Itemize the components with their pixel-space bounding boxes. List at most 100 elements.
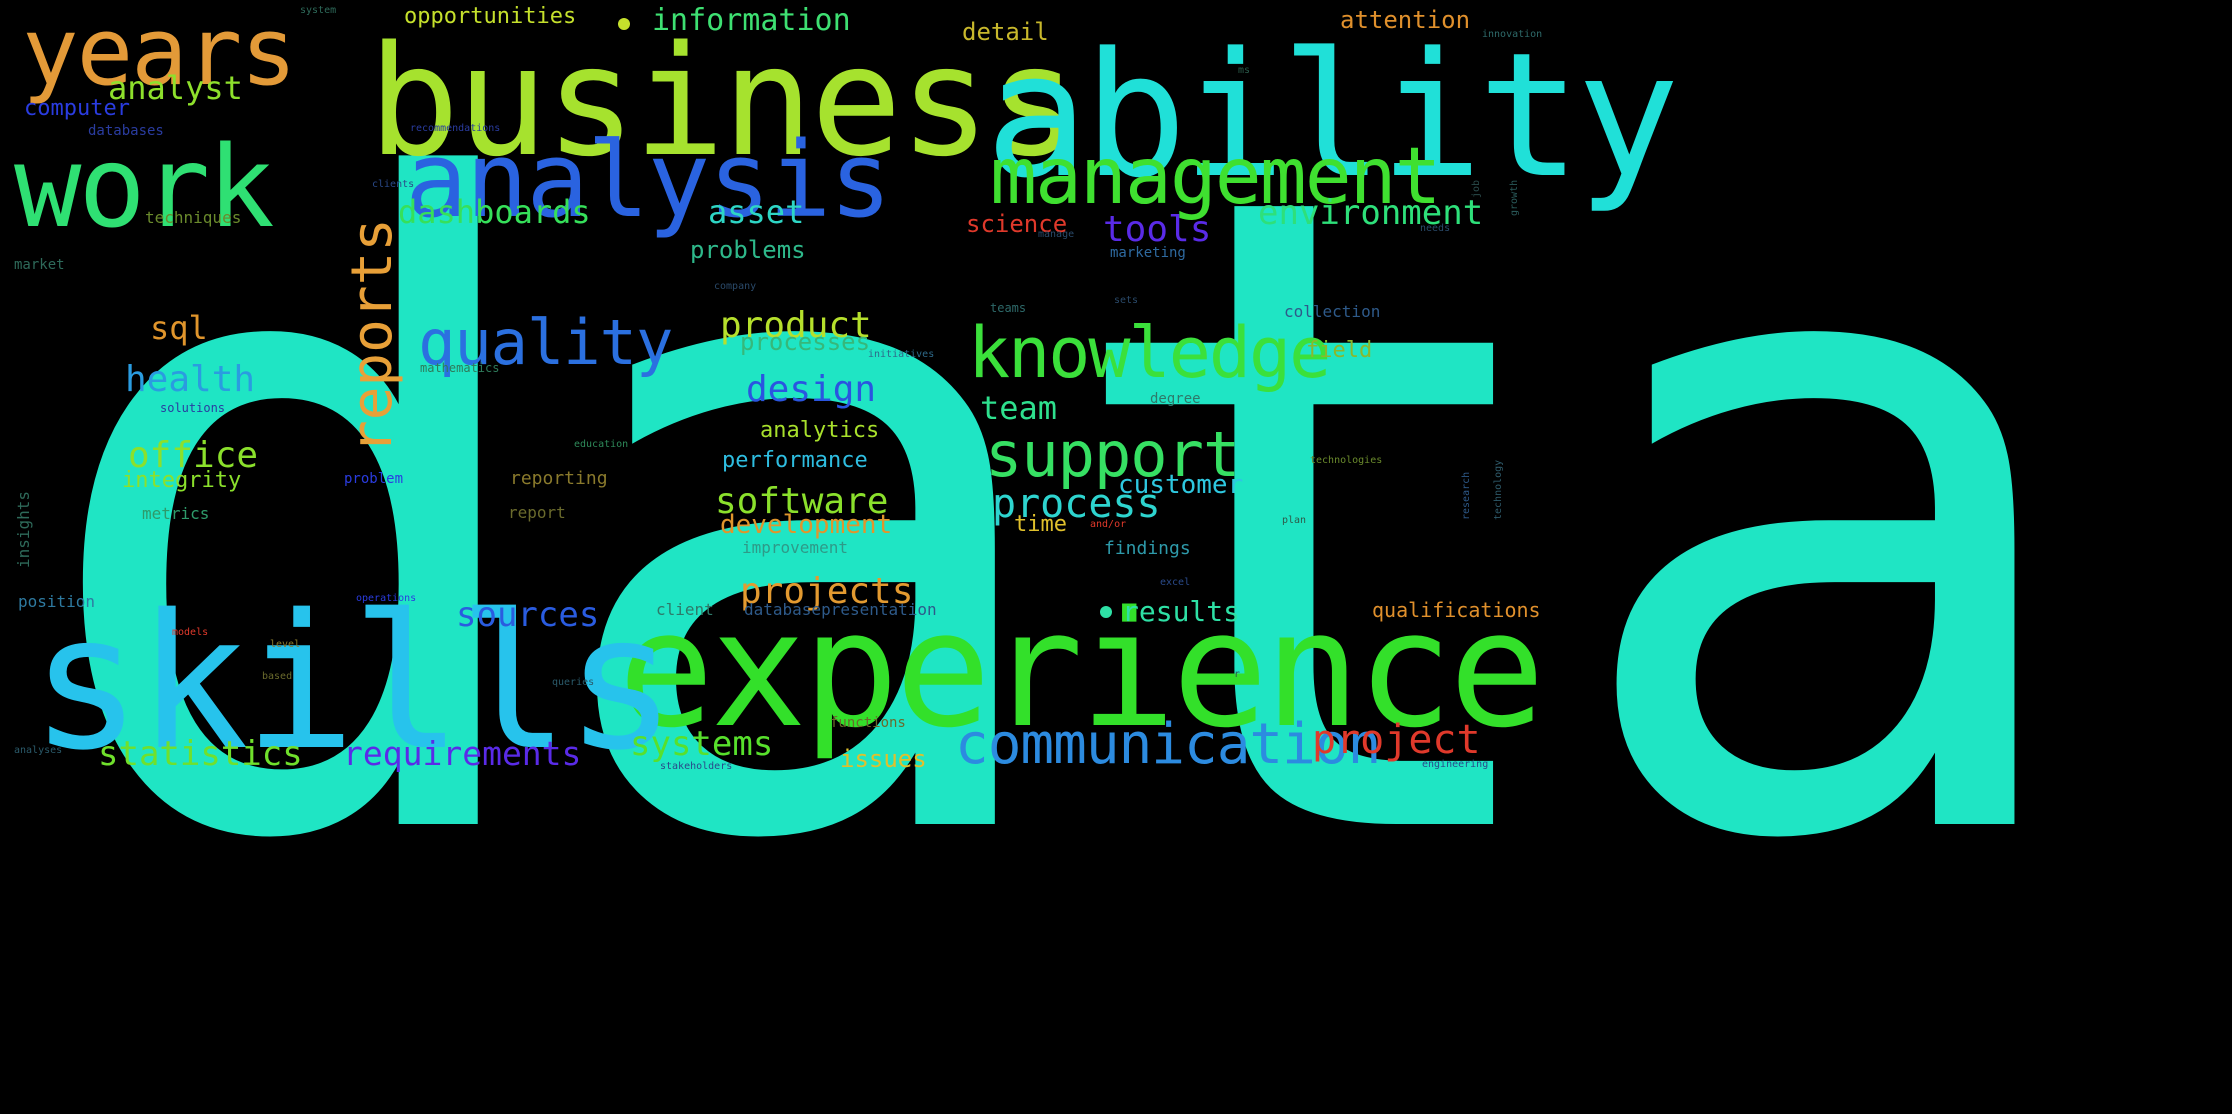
word-quality: quality: [418, 306, 673, 379]
word-dashboards: dashboards: [398, 193, 591, 231]
word-information: information: [652, 3, 851, 38]
word-customer: customer: [1118, 470, 1244, 500]
word-databasepresentation: databasepresentation: [744, 600, 937, 619]
word-office: office: [128, 435, 259, 476]
word-years: years: [22, 0, 297, 107]
word-project: project: [1312, 717, 1481, 763]
word-statistics: statistics: [98, 734, 303, 774]
word-techniques: techniques: [145, 208, 242, 227]
word-systems: systems: [630, 724, 774, 764]
word-management: management: [990, 132, 1442, 222]
word-sources: sources: [456, 595, 600, 635]
word-report: report: [508, 503, 566, 522]
word-product: product: [720, 305, 872, 346]
word-education: education: [574, 439, 629, 450]
word-time: time: [1014, 512, 1067, 537]
word-r: r: [1234, 669, 1241, 680]
word-and-or: and/or: [1090, 519, 1127, 530]
word-problems: problems: [690, 236, 806, 264]
word-plan: plan: [1282, 515, 1307, 526]
word-detail: detail: [962, 18, 1049, 46]
word-analyst: analyst: [108, 69, 243, 107]
word-environment: environment: [1258, 193, 1484, 233]
word-experience: experience: [618, 576, 1545, 763]
word-technologies: technologies: [1310, 455, 1383, 466]
word-growth: growth: [1509, 179, 1520, 216]
word-results: results: [1122, 595, 1241, 628]
word-metrics: metrics: [142, 504, 210, 523]
word-issues: issues: [840, 745, 927, 773]
word-innovation: innovation: [1482, 29, 1543, 40]
word-models: models: [172, 627, 209, 638]
word-communication: communication: [955, 712, 1381, 777]
word-position: position: [18, 592, 96, 611]
word-system: system: [300, 5, 337, 16]
word-integrity: integrity: [122, 468, 242, 493]
word-support: support: [985, 418, 1240, 491]
word-stakeholders: stakeholders: [660, 761, 733, 772]
word-sql: sql: [150, 309, 208, 347]
word-analyses: analyses: [14, 745, 63, 756]
word-reporting: reporting: [510, 468, 608, 489]
word-opportunities: opportunities: [404, 4, 577, 29]
word-company: company: [714, 281, 757, 292]
word-teams: teams: [990, 301, 1027, 315]
word-mathematics: mathematics: [420, 361, 500, 375]
word-field: field: [1306, 338, 1373, 363]
word-health: health: [125, 359, 256, 400]
word-level: level: [270, 639, 301, 650]
word-queries: queries: [552, 677, 595, 688]
word-design: design: [746, 369, 877, 410]
word-analytics: analytics: [760, 418, 880, 443]
word-ms: ms: [1238, 65, 1251, 76]
word-qualifications: qualifications: [1372, 598, 1541, 622]
dot-speck: [1100, 606, 1112, 618]
word-recommendations: recommendations: [410, 123, 501, 134]
word-clients: clients: [372, 179, 415, 190]
word-asset: asset: [708, 193, 805, 231]
word-team: team: [980, 389, 1058, 427]
word-findings: findings: [1104, 538, 1191, 559]
word-skills: skills: [30, 574, 677, 791]
word-projects: projects: [740, 571, 914, 612]
word-collection: collection: [1284, 302, 1381, 321]
word-development: development: [720, 510, 893, 540]
word-processes: processes: [740, 328, 871, 356]
word-science: science: [966, 210, 1068, 238]
word-technology: technology: [1493, 459, 1504, 520]
word-research: research: [1461, 471, 1472, 520]
word-marketing: marketing: [1110, 245, 1186, 261]
word-functions: functions: [830, 715, 906, 731]
word-engineering: engineering: [1422, 759, 1489, 770]
word-sets: sets: [1114, 295, 1139, 306]
word-client: client: [656, 600, 714, 619]
word-operations: operations: [356, 593, 417, 604]
word-based: based: [262, 671, 293, 682]
word-job: job: [1471, 179, 1482, 198]
word-software: software: [715, 481, 889, 522]
word-reports: reports: [340, 217, 405, 454]
word-databases: databases: [88, 123, 164, 139]
word-manage: manage: [1038, 229, 1075, 240]
word-business: business: [368, 13, 1079, 190]
word-data: data: [30, 7, 2089, 1032]
word-knowledge: knowledge: [968, 312, 1331, 394]
word-market: market: [14, 257, 65, 273]
word-analysis: analysis: [405, 119, 892, 241]
word-performance: performance: [722, 448, 868, 473]
word-requirements: requirements: [343, 734, 582, 773]
word-problem: problem: [344, 471, 404, 487]
word-work: work: [14, 123, 275, 253]
word-attention: attention: [1340, 6, 1471, 34]
word-excel: excel: [1160, 577, 1191, 588]
word-process: process: [992, 481, 1161, 527]
word-insights: insights: [14, 490, 33, 568]
dot-speck: [618, 18, 630, 30]
word-ability: ability: [985, 15, 1680, 216]
word-needs: needs: [1420, 223, 1451, 234]
word-tools: tools: [1103, 209, 1212, 250]
word-computer: computer: [24, 96, 130, 121]
word-initiatives: initiatives: [868, 349, 935, 360]
word-improvement: improvement: [742, 538, 848, 557]
